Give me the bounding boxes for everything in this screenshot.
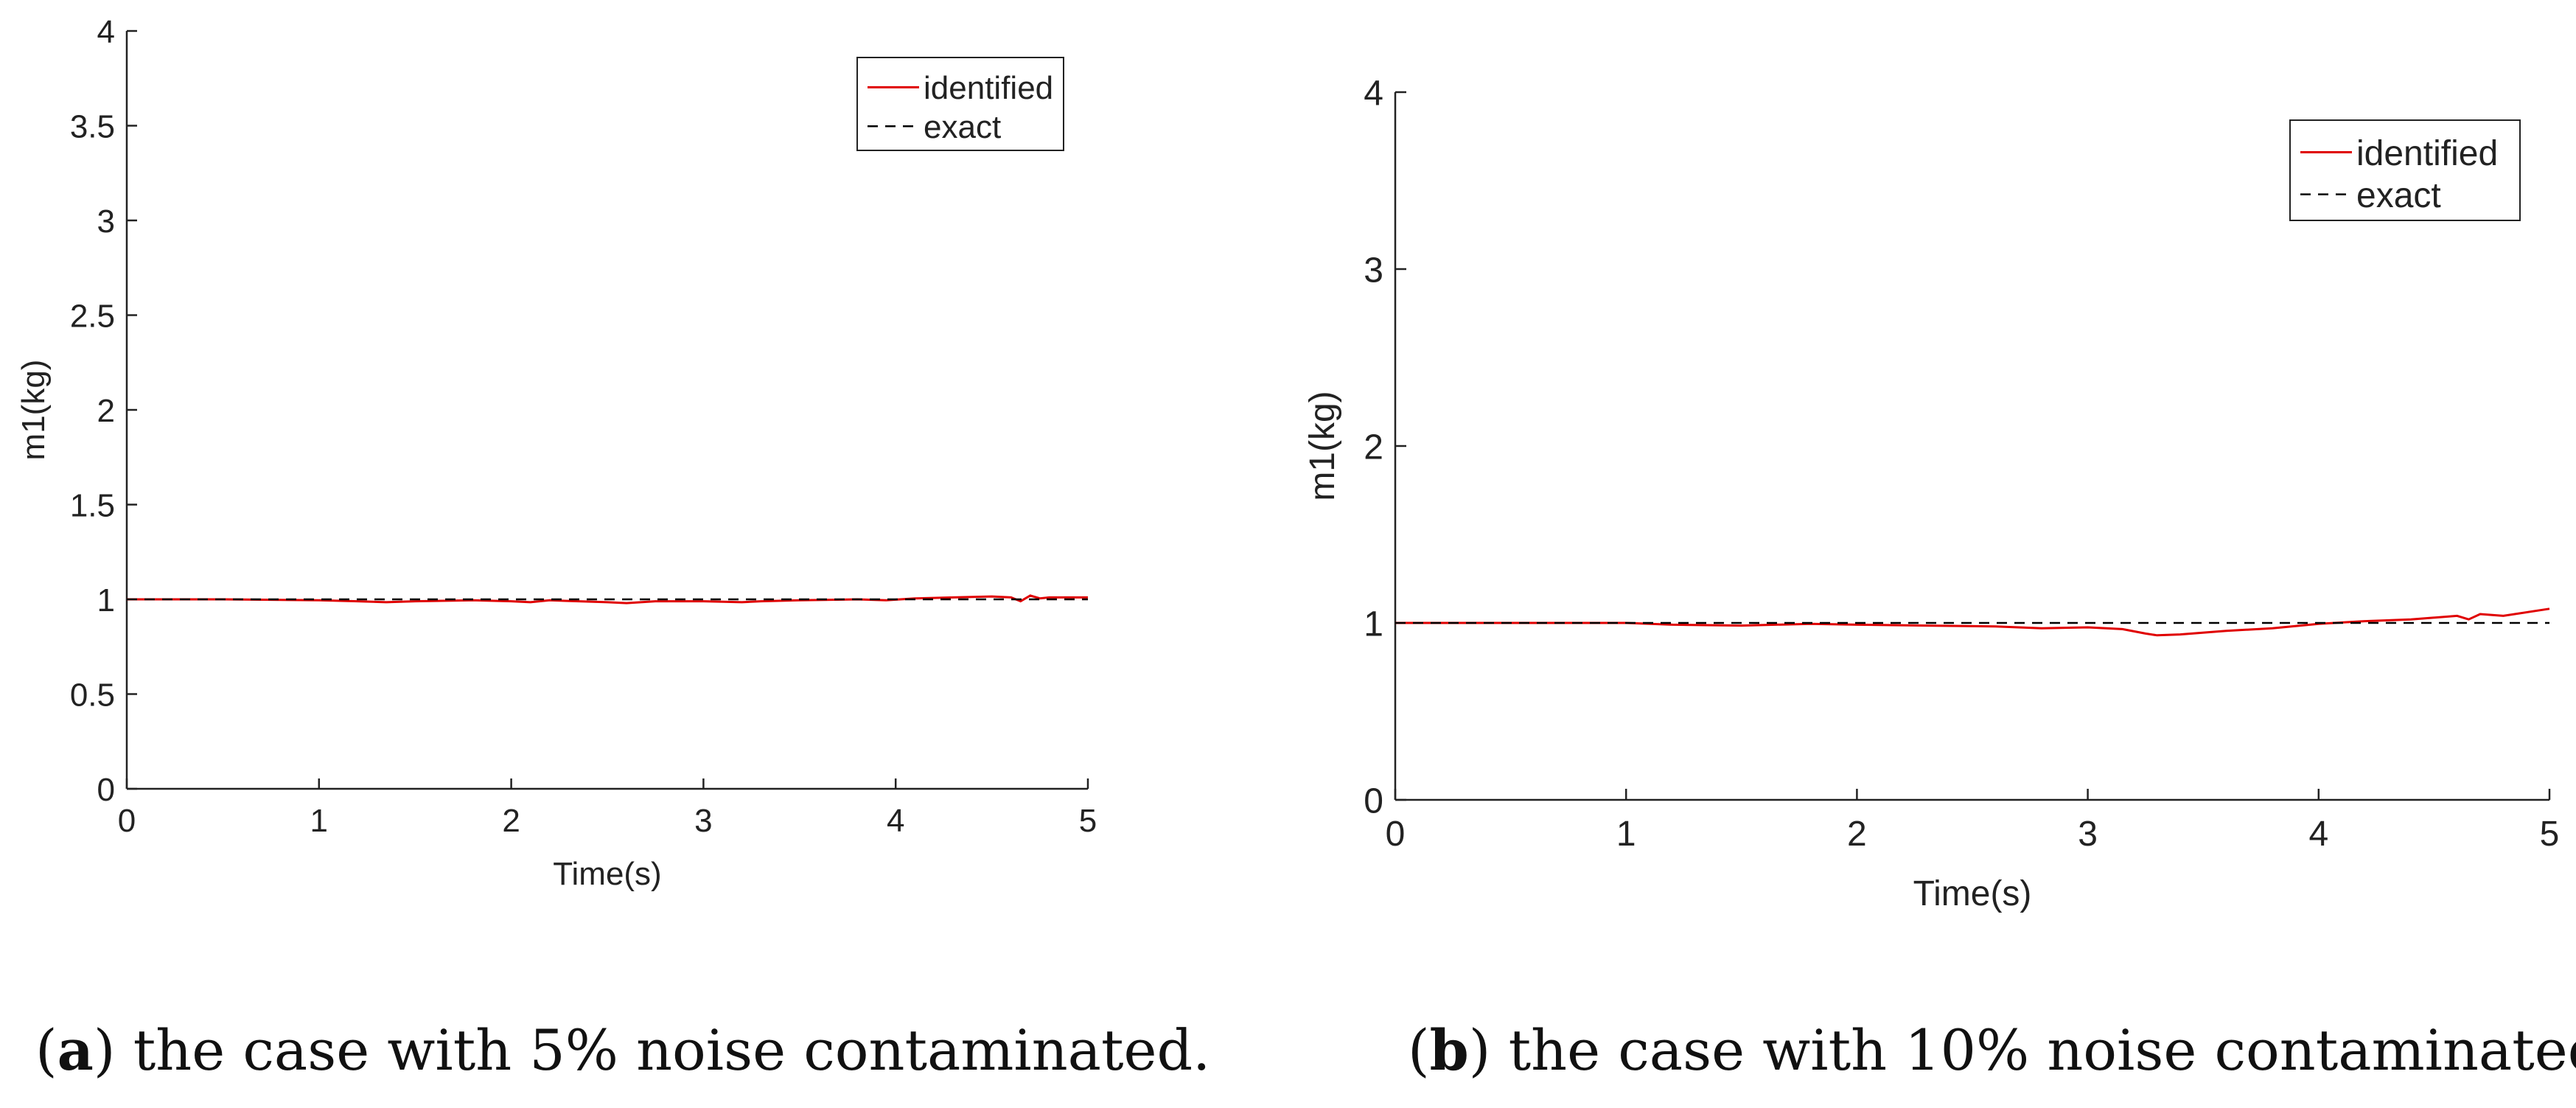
caption-b-label: b: [1429, 1017, 1469, 1083]
charta-x-tick-label: 3: [694, 803, 712, 839]
charta-y-tick-label: 1.5: [70, 487, 115, 523]
charta-x-tick-label: 1: [310, 803, 328, 839]
chartb-x-tick-label: 2: [1847, 815, 1867, 854]
caption-a: (a) the case with 5% noise contaminated.: [35, 1017, 1211, 1083]
charta-y-tick-label: 0.5: [70, 677, 115, 713]
charta-legend-label-exact: exact: [924, 109, 1001, 145]
charta-x-axis-label: Time(s): [553, 856, 661, 892]
charta-y-axis-label: m1(kg): [15, 360, 52, 461]
chartb-y-axis-label: m1(kg): [1303, 391, 1342, 501]
chartb-x-tick-label: 0: [1386, 815, 1406, 854]
charta-legend-label-identified: identified: [924, 70, 1053, 106]
chartb-series-identified: [1395, 607, 2550, 637]
charta-x-tick-label: 4: [887, 803, 904, 839]
chartb-y-tick-label: 3: [1364, 251, 1383, 290]
charta-x-tick-label: 2: [502, 803, 520, 839]
caption-a-label: a: [57, 1017, 94, 1083]
charta-y-tick-label: 3: [97, 203, 115, 240]
chartb-legend-label-identified: identified: [2356, 134, 2498, 173]
chartb-x-tick-label: 3: [2078, 815, 2098, 854]
charta-y-tick-label: 2: [97, 393, 115, 429]
caption-b-text: the case with 10% noise contaminated.: [1508, 1017, 2576, 1083]
chartb-x-tick-label: 5: [2540, 815, 2560, 854]
chartb-legend-box: [2289, 119, 2521, 221]
charta-y-tick-label: 0: [97, 772, 115, 808]
chartb-x-tick-label: 4: [2308, 815, 2328, 854]
charta-y-tick-label: 4: [97, 14, 115, 50]
chartb-y-tick-label: 4: [1364, 74, 1383, 113]
charta-legend-box: [856, 57, 1064, 151]
chartb-legend-label-exact: exact: [2356, 176, 2441, 215]
charta-y-tick-label: 2.5: [70, 298, 115, 334]
charta-y-tick-label: 3.5: [70, 108, 115, 144]
chartb-y-tick-label: 1: [1364, 604, 1383, 644]
caption-b: (b) the case with 10% noise contaminated…: [1408, 1017, 2576, 1083]
charta-x-tick-label: 0: [118, 803, 136, 839]
charta-x-tick-label: 5: [1079, 803, 1097, 839]
chartb-y-tick-label: 2: [1364, 428, 1383, 467]
chartb-x-tick-label: 1: [1616, 815, 1636, 854]
caption-a-text: the case with 5% noise contaminated.: [133, 1017, 1211, 1083]
chartb-y-tick-label: 0: [1364, 781, 1383, 820]
charta-y-tick-label: 1: [97, 582, 115, 619]
chartb-x-axis-label: Time(s): [1913, 874, 2032, 913]
